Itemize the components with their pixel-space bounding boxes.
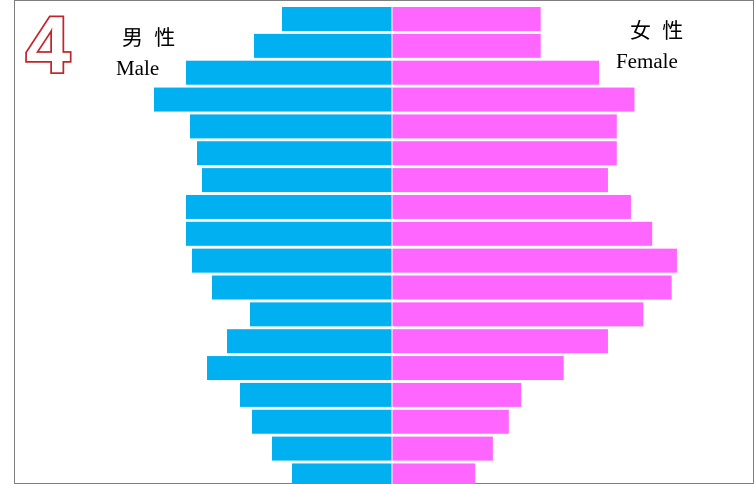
badge-number: 4 — [26, 4, 71, 82]
female-bar-10 — [392, 248, 677, 273]
male-bar-16 — [252, 409, 392, 434]
female-bar-14 — [392, 356, 564, 381]
male-bar-1 — [282, 7, 392, 31]
number-badge-icon: 4 — [24, 4, 73, 82]
male-bar-2 — [254, 33, 392, 58]
female-bar-6 — [392, 141, 617, 166]
female-bar-12 — [392, 302, 644, 327]
female-bar-4 — [392, 87, 635, 112]
female-bar-3 — [392, 60, 600, 85]
male-bar-14 — [207, 356, 392, 381]
male-bar-3 — [186, 60, 392, 85]
female-bar-2 — [392, 33, 541, 58]
female-bar-1 — [392, 7, 541, 31]
female-label-english: Female — [616, 49, 678, 73]
male-bar-10 — [192, 248, 392, 273]
male-bar-7 — [202, 168, 392, 193]
male-label-chinese: 男 性 — [122, 26, 179, 50]
male-bar-12 — [250, 302, 392, 327]
male-bar-13 — [227, 329, 392, 354]
female-bar-17 — [392, 436, 493, 461]
female-bar-7 — [392, 168, 608, 193]
male-bar-17 — [272, 436, 392, 461]
female-bar-13 — [392, 329, 608, 354]
female-bar-5 — [392, 114, 617, 139]
female-bar-18 — [392, 463, 476, 484]
male-bar-5 — [190, 114, 392, 139]
female-bar-8 — [392, 194, 631, 219]
female-bar-9 — [392, 221, 653, 246]
male-bar-9 — [186, 221, 392, 246]
male-bar-6 — [197, 141, 392, 166]
male-label-english: Male — [116, 56, 160, 80]
male-bar-18 — [292, 463, 392, 484]
male-bar-8 — [186, 194, 392, 219]
male-bar-4 — [154, 87, 392, 112]
male-bar-15 — [240, 382, 392, 407]
female-bar-16 — [392, 409, 509, 434]
female-label-chinese: 女 性 — [630, 19, 687, 43]
male-bar-11 — [212, 275, 392, 300]
female-bar-15 — [392, 382, 522, 407]
female-bar-11 — [392, 275, 672, 300]
